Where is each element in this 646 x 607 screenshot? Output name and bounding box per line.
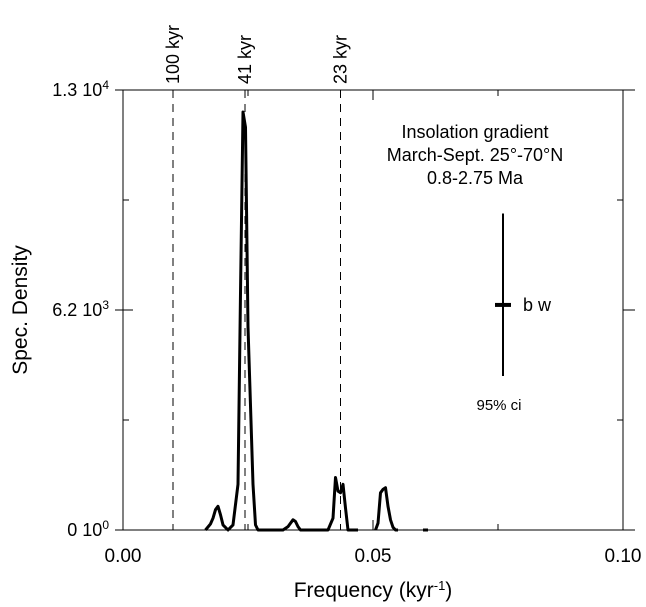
y-axis-label: Spec. Density (9, 245, 32, 375)
y-tick-label: 1.3 104 (52, 78, 109, 100)
annotation-line-2: March-Sept. 25°-70°N (387, 145, 563, 165)
spectrum-line (204, 110, 358, 532)
y-tick-label: 6.2 103 (52, 298, 109, 320)
period-label: 23 kyr (331, 35, 351, 84)
spectrum-line (374, 486, 398, 532)
x-tick-label: 0.05 (355, 546, 392, 567)
confidence-interval: b w 95% ci (476, 213, 552, 414)
period-label: 100 kyr (163, 25, 183, 84)
x-tick-label: 0.10 (605, 546, 642, 567)
annotation-line-1: Insolation gradient (401, 122, 548, 142)
annotation: Insolation gradient March-Sept. 25°-70°N… (387, 122, 563, 188)
period-label: 41 kyr (235, 35, 255, 84)
ci-label: 95% ci (476, 397, 521, 414)
period-lines: 100 kyr 41 kyr 23 kyr (163, 25, 351, 530)
bandwidth-label: b w (523, 295, 552, 315)
y-tick-label: 0 100 (67, 518, 109, 540)
annotation-line-3: 0.8-2.75 Ma (427, 168, 524, 188)
axis-ticks: 0.00 0.05 0.10 0 100 6.2 103 1.3 104 (52, 78, 641, 567)
x-axis-label: Frequency (kyr-1) (294, 578, 453, 603)
spectrum-series (204, 110, 428, 532)
x-tick-label: 0.00 (105, 546, 142, 567)
